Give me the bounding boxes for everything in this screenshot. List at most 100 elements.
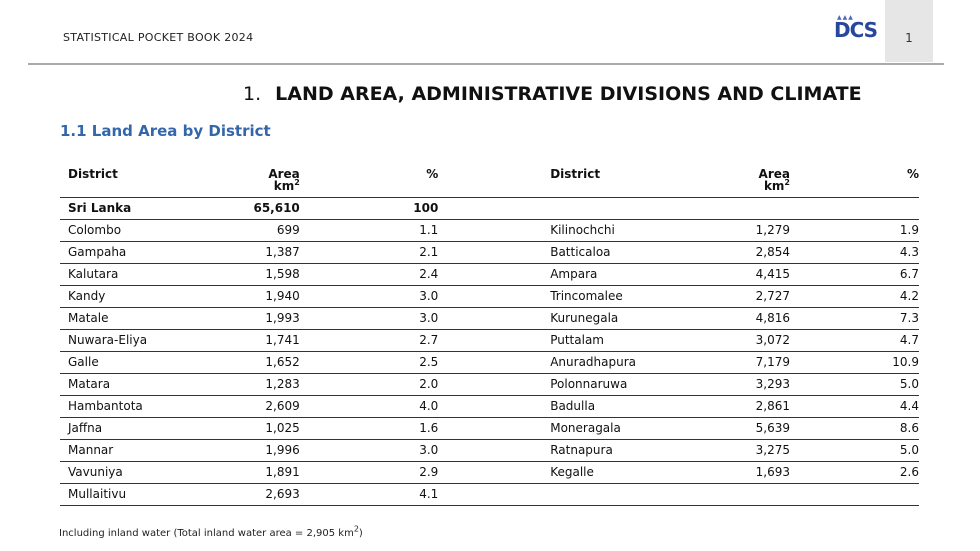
percent-cell: 1.9 <box>790 219 919 242</box>
chapter-number: 1. <box>243 83 262 105</box>
area-cell: 1,598 <box>230 263 300 286</box>
district-cell: Batticaloa <box>550 241 689 264</box>
table-row: Galle 1,652 2.5 Anuradhapura 7,179 10.9 <box>60 351 919 374</box>
percent-cell: 100 <box>299 197 439 220</box>
logo-text: DCS <box>834 18 878 42</box>
header-area-2: Area km2 <box>688 163 790 198</box>
area-cell: 1,993 <box>230 307 300 330</box>
area-cell <box>688 197 790 220</box>
table-header-row: District Area km2 % District Area km2 % <box>60 163 919 198</box>
district-cell <box>550 483 689 506</box>
percent-cell: 3.0 <box>299 307 439 330</box>
gap-cell <box>438 197 551 220</box>
percent-cell: 4.0 <box>299 395 439 418</box>
percent-cell: 3.0 <box>299 285 439 308</box>
percent-cell: 4.3 <box>790 241 919 264</box>
district-cell: Kilinochchi <box>550 219 689 242</box>
land-area-table: District Area km2 % District Area km2 % Sr… <box>60 163 919 506</box>
header-title: STATISTICAL POCKET BOOK 2024 <box>63 31 254 44</box>
district-cell: Galle <box>60 351 231 374</box>
table-row: Matale 1,993 3.0 Kurunegala 4,816 7.3 <box>60 307 919 330</box>
gap-cell <box>438 395 551 418</box>
area-cell: 7,179 <box>688 351 790 374</box>
gap-cell <box>438 461 551 484</box>
area-cell: 4,816 <box>688 307 790 330</box>
district-cell <box>550 197 689 220</box>
percent-cell: 10.9 <box>790 351 919 374</box>
district-cell: Kandy <box>60 285 231 308</box>
table-row: Colombo 699 1.1 Kilinochchi 1,279 1.9 <box>60 219 919 242</box>
area-cell: 2,609 <box>230 395 300 418</box>
area-cell: 1,996 <box>230 439 300 462</box>
percent-cell: 2.0 <box>299 373 439 396</box>
table-row: Kalutara 1,598 2.4 Ampara 4,415 6.7 <box>60 263 919 286</box>
dcs-logo: ▲▲▲ DCS <box>834 14 878 42</box>
gap-cell <box>438 307 551 330</box>
table-body: Sri Lanka 65,610 100 Colombo 699 1.1 Kilinochc… <box>60 197 919 506</box>
percent-cell: 6.7 <box>790 263 919 286</box>
area-cell: 3,072 <box>688 329 790 352</box>
district-cell: Vavuniya <box>60 461 231 484</box>
page-number: 1 <box>905 31 913 45</box>
percent-cell: 2.4 <box>299 263 439 286</box>
district-cell: Polonnaruwa <box>550 373 689 396</box>
gap-cell <box>438 263 551 286</box>
percent-cell: 5.0 <box>790 373 919 396</box>
district-cell: Sri Lanka <box>60 197 231 220</box>
header-divider <box>28 63 944 65</box>
gap-cell <box>438 439 551 462</box>
area-cell: 1,387 <box>230 241 300 264</box>
header-gap <box>438 163 551 198</box>
table-row: Mannar 1,996 3.0 Ratnapura 3,275 5.0 <box>60 439 919 462</box>
area-cell: 5,639 <box>688 417 790 440</box>
gap-cell <box>438 417 551 440</box>
area-cell: 1,652 <box>230 351 300 374</box>
header-district-2: District <box>550 163 689 198</box>
district-cell: Puttalam <box>550 329 689 352</box>
chapter-title-text: LAND AREA, ADMINISTRATIVE DIVISIONS AND … <box>275 83 862 105</box>
area-cell: 1,283 <box>230 373 300 396</box>
district-cell: Anuradhapura <box>550 351 689 374</box>
gap-cell <box>438 373 551 396</box>
gap-cell <box>438 285 551 308</box>
district-cell: Matara <box>60 373 231 396</box>
district-cell: Ratnapura <box>550 439 689 462</box>
percent-cell <box>790 197 919 220</box>
district-cell: Hambantota <box>60 395 231 418</box>
area-cell: 2,861 <box>688 395 790 418</box>
percent-cell: 8.6 <box>790 417 919 440</box>
district-cell: Nuwara-Eliya <box>60 329 231 352</box>
district-cell: Mullaitivu <box>60 483 231 506</box>
district-cell: Kurunegala <box>550 307 689 330</box>
table-row: Nuwara-Eliya 1,741 2.7 Puttalam 3,072 4.7 <box>60 329 919 352</box>
percent-cell: 4.7 <box>790 329 919 352</box>
area-cell: 2,727 <box>688 285 790 308</box>
percent-cell: 2.7 <box>299 329 439 352</box>
gap-cell <box>438 329 551 352</box>
percent-cell: 2.9 <box>299 461 439 484</box>
percent-cell: 3.0 <box>299 439 439 462</box>
percent-cell: 2.1 <box>299 241 439 264</box>
area-cell: 1,940 <box>230 285 300 308</box>
area-cell: 1,891 <box>230 461 300 484</box>
header-percent-1: % <box>299 163 439 198</box>
area-cell: 2,693 <box>230 483 300 506</box>
district-cell: Badulla <box>550 395 689 418</box>
percent-cell: 4.2 <box>790 285 919 308</box>
table-row: Jaffna 1,025 1.6 Moneragala 5,639 8.6 <box>60 417 919 440</box>
table-row: Matara 1,283 2.0 Polonnaruwa 3,293 5.0 <box>60 373 919 396</box>
gap-cell <box>438 219 551 242</box>
table-row: Hambantota 2,609 4.0 Badulla 2,861 4.4 <box>60 395 919 418</box>
percent-cell: 2.5 <box>299 351 439 374</box>
percent-cell: 1.6 <box>299 417 439 440</box>
area-cell: 1,025 <box>230 417 300 440</box>
district-cell: Jaffna <box>60 417 231 440</box>
area-cell: 3,275 <box>688 439 790 462</box>
area-cell: 1,279 <box>688 219 790 242</box>
footnote: Including inland water (Total inland wat… <box>59 524 363 539</box>
area-cell: 699 <box>230 219 300 242</box>
percent-cell: 1.1 <box>299 219 439 242</box>
percent-cell: 4.4 <box>790 395 919 418</box>
district-cell: Gampaha <box>60 241 231 264</box>
gap-cell <box>438 351 551 374</box>
